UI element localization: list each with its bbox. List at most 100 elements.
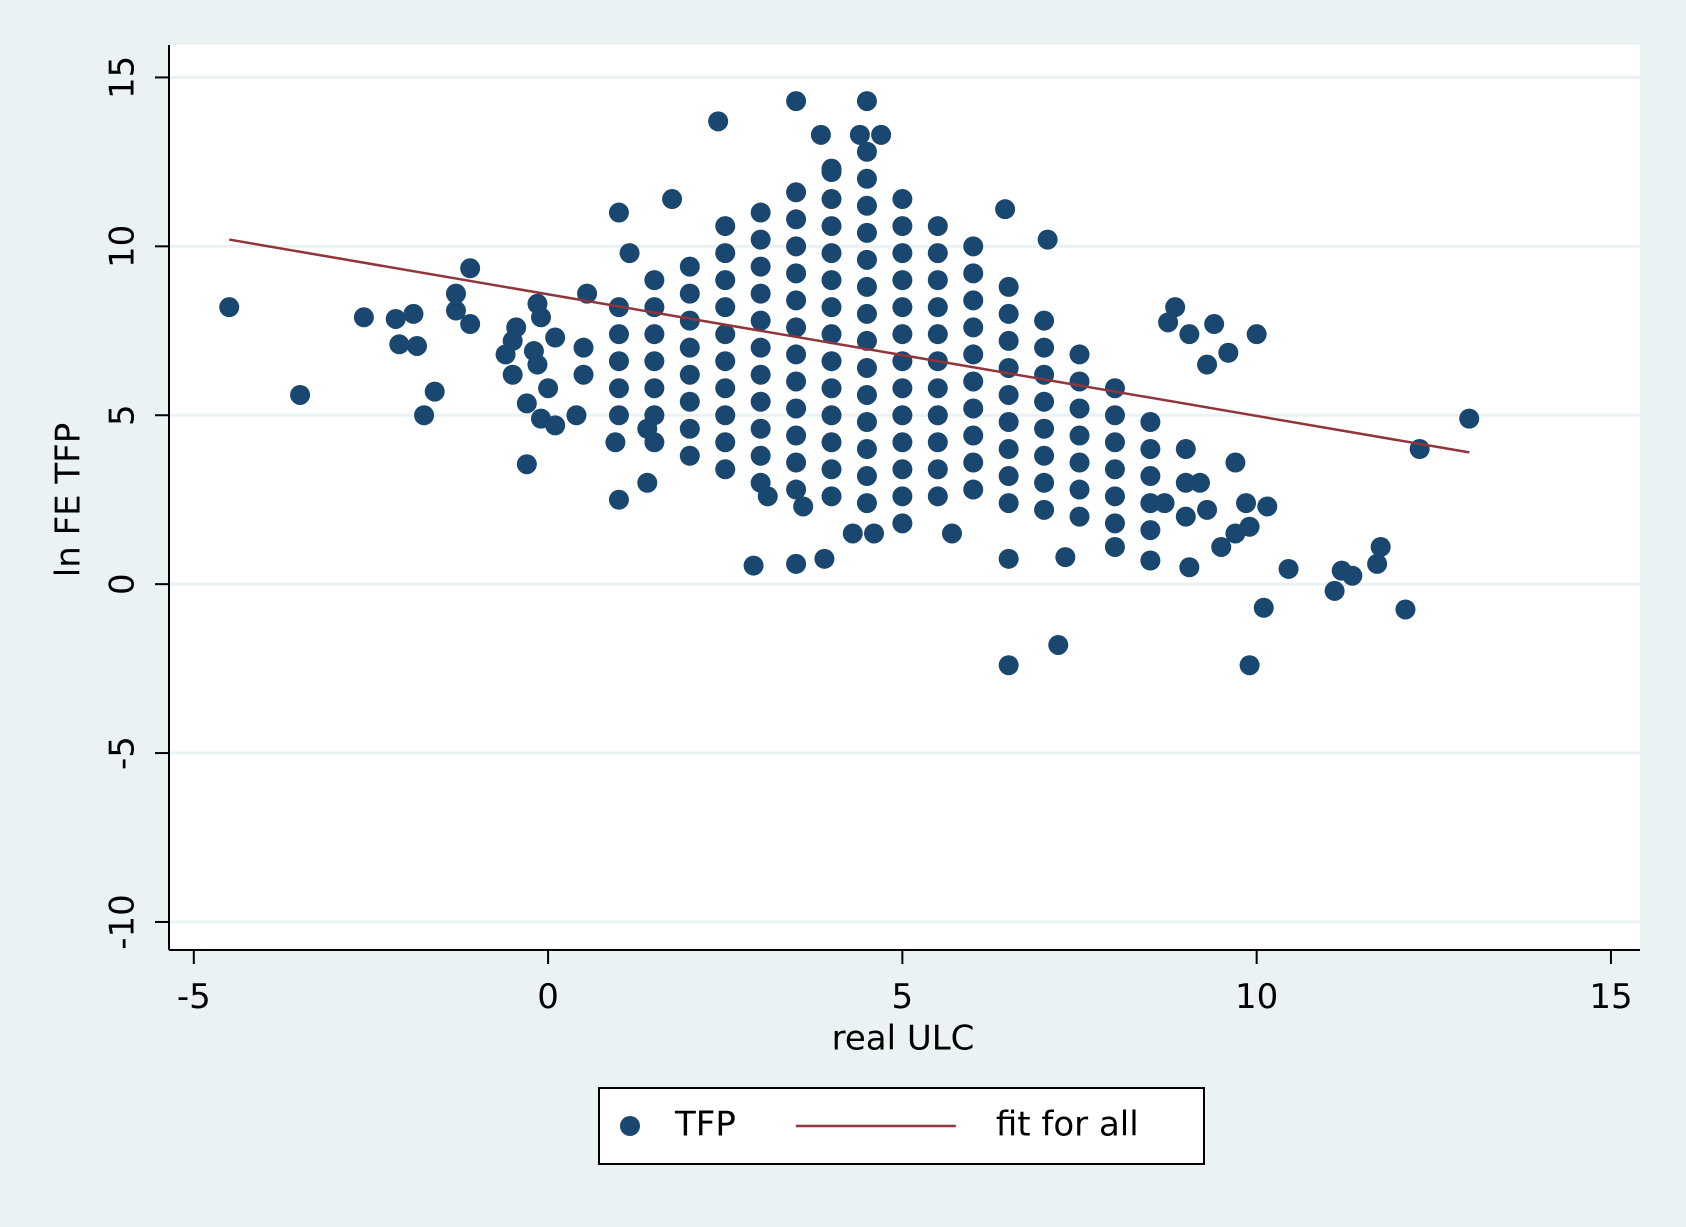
scatter-point [856, 303, 877, 324]
scatter-point [856, 195, 877, 216]
scatter-point [385, 308, 406, 329]
scatter-point [998, 493, 1019, 514]
x-tick-label: 10 [1235, 977, 1278, 1017]
scatter-point [644, 324, 665, 345]
scatter-point [1104, 459, 1125, 480]
scatter-point [1055, 547, 1076, 568]
scatter-point [821, 243, 842, 264]
scatter-point [927, 405, 948, 426]
scatter-point [892, 513, 913, 534]
scatter-point [708, 111, 729, 132]
scatter-point [608, 351, 629, 372]
scatter-point [786, 91, 807, 112]
scatter-point [998, 466, 1019, 487]
scatter-point [605, 432, 626, 453]
scatter-point [998, 439, 1019, 460]
scatter-point [757, 486, 778, 507]
scatter-point [1069, 506, 1090, 527]
scatter-point [856, 357, 877, 378]
scatter-point [662, 189, 683, 210]
scatter-point [793, 496, 814, 517]
scatter-point [750, 256, 771, 277]
scatter-point [856, 466, 877, 487]
scatter-point [679, 310, 700, 331]
scatter-point [644, 270, 665, 291]
scatter-point [1395, 599, 1416, 620]
y-tick-label: -5 [103, 736, 143, 770]
scatter-point [1140, 439, 1161, 460]
scatter-point [1189, 472, 1210, 493]
scatter-point [679, 445, 700, 466]
marks [219, 91, 1480, 676]
scatter-point [1104, 432, 1125, 453]
scatter-point [460, 258, 481, 279]
scatter-point [856, 439, 877, 460]
scatter-point [679, 364, 700, 385]
scatter-point [1165, 297, 1186, 318]
scatter-point [1037, 229, 1058, 250]
scatter-point [1104, 405, 1125, 426]
scatter-point [715, 216, 736, 237]
scatter-point [856, 222, 877, 243]
scatter-point [1175, 506, 1196, 527]
scatter-point [892, 243, 913, 264]
scatter-point [644, 378, 665, 399]
scatter-point [679, 391, 700, 412]
scatter-point [856, 141, 877, 162]
legend-marker [620, 1116, 640, 1136]
scatter-point [679, 418, 700, 439]
y-tick-label: 10 [103, 225, 143, 268]
scatter-point [1069, 452, 1090, 473]
scatter-point [679, 283, 700, 304]
scatter-point [892, 297, 913, 318]
scatter-point [715, 405, 736, 426]
scatter-point [821, 432, 842, 453]
scatter-point [1370, 536, 1391, 557]
scatter-point [998, 411, 1019, 432]
scatter-point [637, 472, 658, 493]
scatter-point [963, 425, 984, 446]
scatter-point [502, 364, 523, 385]
scatter-point [856, 411, 877, 432]
scatter-point [577, 283, 598, 304]
scatter-point [573, 364, 594, 385]
scatter-point [786, 479, 807, 500]
scatter-point [821, 189, 842, 210]
scatter-point [927, 297, 948, 318]
scatter-point [715, 324, 736, 345]
grid [169, 75, 1640, 924]
scatter-point [892, 270, 913, 291]
scatter-point [892, 216, 913, 237]
scatter-point [608, 202, 629, 223]
scatter-point [998, 548, 1019, 569]
scatter-point [1069, 398, 1090, 419]
scatter-point [531, 307, 552, 328]
scatter-point [445, 300, 466, 321]
scatter-point [1034, 337, 1055, 358]
scatter-point [715, 243, 736, 264]
scatter-point [892, 324, 913, 345]
scatter-point [821, 351, 842, 372]
scatter-point [608, 378, 629, 399]
x-axis-title: real ULC [832, 1019, 975, 1059]
scatter-point [927, 216, 948, 237]
scatter-point [1158, 312, 1179, 333]
scatter-point [963, 317, 984, 338]
scatter-point [403, 303, 424, 324]
scatter-point [460, 314, 481, 335]
scatter-point [1257, 496, 1278, 517]
scatter-point [786, 290, 807, 311]
scatter-point [941, 523, 962, 544]
scatter-point [1104, 378, 1125, 399]
scatter-point [715, 351, 736, 372]
scatter-point [892, 486, 913, 507]
scatter-point [608, 489, 629, 510]
scatter-point [856, 91, 877, 112]
scatter-point [608, 324, 629, 345]
scatter-point [219, 297, 240, 318]
scatter-point [750, 391, 771, 412]
scatter-point [1034, 445, 1055, 466]
scatter-point [750, 337, 771, 358]
scatter-point [963, 479, 984, 500]
scatter-point [608, 405, 629, 426]
